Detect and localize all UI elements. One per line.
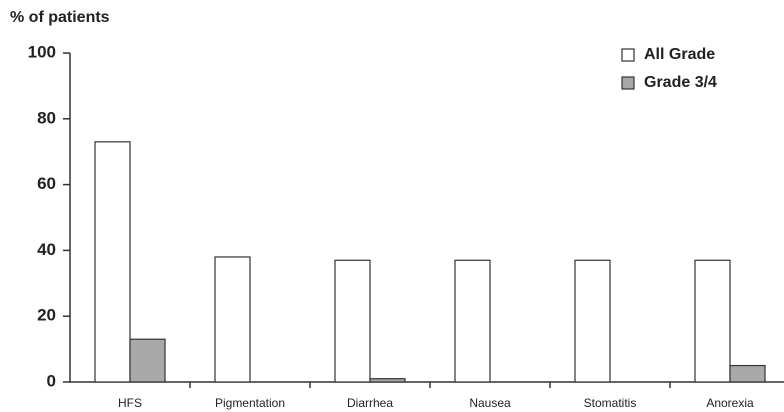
- y-tick-label: 40: [37, 240, 56, 259]
- y-tick-label: 20: [37, 306, 56, 325]
- bar: [574, 259, 611, 383]
- x-tick-label: Diarrhea: [347, 396, 393, 410]
- x-tick-label: Anorexia: [706, 396, 754, 410]
- y-tick-label: 100: [28, 42, 56, 61]
- x-tick-label: Stomatitis: [584, 396, 637, 410]
- x-tick-label: HFS: [118, 396, 142, 410]
- y-tick-label: 60: [37, 174, 56, 193]
- y-axis-label: % of patients: [10, 9, 110, 26]
- bar: [334, 259, 371, 383]
- legend-swatch: [621, 76, 635, 90]
- bar: [729, 364, 766, 383]
- bar: [454, 259, 491, 383]
- bar: [94, 141, 131, 383]
- bar: [214, 256, 251, 383]
- legend-label: Grade 3/4: [644, 74, 717, 91]
- x-tick-label: Nausea: [469, 396, 511, 410]
- x-tick-label: Pigmentation: [215, 396, 285, 410]
- y-tick-label: 80: [37, 108, 56, 127]
- bar: [369, 378, 406, 383]
- bar: [694, 259, 731, 383]
- legend-swatch: [621, 48, 635, 62]
- y-tick-label: 0: [47, 371, 56, 390]
- legend-label: All Grade: [644, 46, 715, 63]
- bar: [129, 338, 166, 383]
